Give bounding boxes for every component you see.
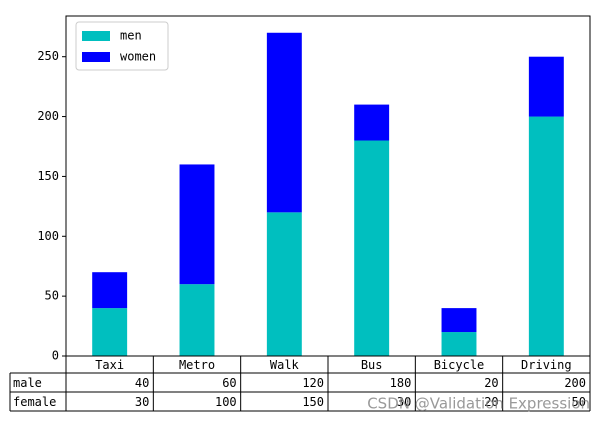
x-tick-label: Driving: [521, 358, 572, 372]
table-row-label: male: [13, 376, 42, 390]
bar: [266, 212, 302, 356]
x-tick-label: Taxi: [95, 358, 124, 372]
bar: [528, 56, 564, 117]
bar: [441, 332, 477, 356]
y-tick-label: 250: [37, 49, 59, 63]
table-cell: 100: [215, 395, 237, 409]
y-tick-label: 0: [52, 349, 59, 363]
watermark: CSDN @Validation Expression: [367, 395, 590, 413]
x-tick-label: Metro: [179, 358, 215, 372]
table-cell: 180: [390, 376, 412, 390]
y-tick-label: 200: [37, 109, 59, 123]
x-tick-label: Walk: [270, 358, 300, 372]
table-cell: 60: [222, 376, 236, 390]
table-cell: 120: [302, 376, 324, 390]
bar: [441, 308, 477, 333]
legend-label: women: [120, 50, 156, 64]
y-tick-label: 150: [37, 169, 59, 183]
table-cell: 20: [484, 376, 498, 390]
legend-swatch: [82, 52, 110, 62]
table-cell: 200: [564, 376, 586, 390]
y-tick-label: 100: [37, 229, 59, 243]
table-cell: 150: [302, 395, 324, 409]
bar: [92, 308, 128, 356]
table-row-label: female: [13, 395, 56, 409]
y-tick-label: 50: [45, 289, 59, 303]
table-cell: 30: [397, 395, 411, 409]
bar: [354, 140, 390, 356]
bar: [92, 272, 128, 309]
x-tick-label: Bicycle: [434, 358, 485, 372]
x-tick-label: Bus: [361, 358, 383, 372]
legend-swatch: [82, 31, 110, 41]
table-cell: 50: [572, 395, 586, 409]
bar: [354, 104, 390, 141]
bar: [266, 32, 302, 213]
table-cell: 20: [484, 395, 498, 409]
table-cell: 30: [135, 395, 149, 409]
bar: [179, 164, 215, 285]
table-cell: 40: [135, 376, 149, 390]
bar: [179, 284, 215, 356]
bar: [528, 116, 564, 356]
legend-label: men: [120, 29, 142, 43]
